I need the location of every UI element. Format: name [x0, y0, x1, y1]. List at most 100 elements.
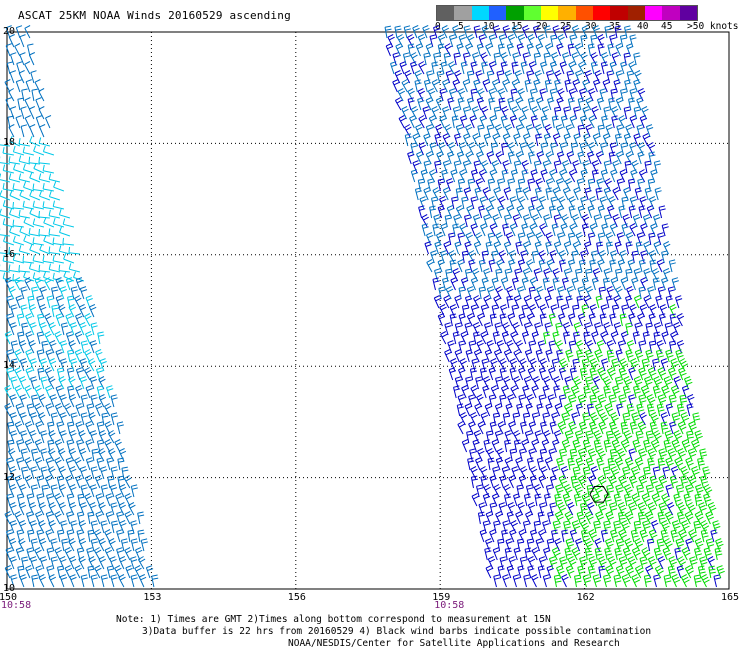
- wind-barb: [521, 439, 529, 453]
- wind-barb: [519, 142, 527, 156]
- wind-barb: [431, 61, 439, 75]
- wind-barb: [482, 385, 490, 399]
- wind-barb: [577, 565, 586, 579]
- wind-barb: [458, 340, 466, 354]
- wind-barb: [559, 448, 568, 462]
- wind-barb: [436, 151, 444, 165]
- wind-barb: [584, 241, 592, 255]
- wind-barb: [428, 115, 437, 129]
- wind-barb: [44, 475, 53, 489]
- wind-barb: [548, 556, 558, 570]
- wind-barb: [442, 79, 450, 93]
- wind-barb: [615, 286, 623, 300]
- wind-barb: [610, 250, 618, 264]
- wind-barb: [485, 43, 493, 57]
- wind-barb: [473, 160, 481, 174]
- wind-barb: [507, 97, 515, 111]
- wind-barb: [499, 475, 507, 489]
- wind-barb: [638, 394, 647, 408]
- wind-barb: [540, 466, 548, 480]
- wind-barb: [423, 187, 431, 201]
- wind-barb: [570, 385, 580, 399]
- wind-barb: [639, 115, 648, 129]
- wind-barb: [20, 106, 27, 120]
- wind-barb: [17, 331, 25, 345]
- wind-barb: [480, 223, 488, 237]
- wind-barb: [414, 79, 422, 93]
- wind-barb: [655, 484, 664, 498]
- wind-barb: [535, 178, 543, 192]
- wind-barb: [465, 376, 473, 390]
- wind-barb: [491, 439, 500, 453]
- wind-barb: [423, 160, 431, 174]
- wind-barb: [647, 502, 657, 516]
- wind-barb: [513, 547, 521, 561]
- wind-barb: [597, 367, 607, 381]
- wind-barb: [581, 214, 590, 228]
- legend-swatch-0: [437, 6, 455, 20]
- wind-barb: [512, 430, 521, 444]
- wind-barb: [30, 538, 38, 552]
- wind-barb: [692, 412, 701, 426]
- wind-barb: [493, 52, 501, 66]
- wind-barb: [600, 304, 608, 318]
- wind-barb: [99, 466, 108, 480]
- wind-barb: [428, 169, 437, 183]
- wind-barb: [96, 457, 104, 471]
- wind-barb: [485, 205, 494, 219]
- wind-barb: [48, 322, 56, 336]
- lon-label: 162: [576, 592, 595, 603]
- wind-barb: [455, 187, 463, 201]
- wind-barb: [563, 331, 571, 345]
- wind-barb: [634, 565, 644, 579]
- wind-barb: [570, 142, 578, 156]
- wind-barb: [567, 97, 576, 111]
- wind-barb: [539, 358, 547, 372]
- wind-barb: [665, 484, 673, 498]
- wind-barb: [24, 385, 32, 399]
- legend-swatch-12: [644, 6, 663, 20]
- wind-barb: [404, 133, 412, 147]
- wind-barb: [509, 115, 518, 129]
- wind-barb: [105, 493, 113, 507]
- wind-barb: [582, 79, 590, 93]
- wind-barb: [498, 97, 506, 111]
- wind-barb: [637, 313, 645, 327]
- wind-barb: [59, 340, 68, 354]
- wind-barb: [556, 565, 565, 579]
- wind-barb: [461, 196, 469, 210]
- wind-barb: [665, 295, 673, 309]
- wind-barb: [457, 88, 466, 102]
- wind-barb: [6, 349, 14, 363]
- wind-barb: [636, 403, 645, 417]
- wind-barb: [515, 97, 523, 111]
- wind-barb: [586, 403, 595, 417]
- wind-barb: [58, 304, 66, 318]
- wind-barb: [63, 270, 75, 282]
- wind-barb: [648, 529, 658, 543]
- wind-barb: [86, 403, 94, 417]
- wind-barb: [4, 331, 13, 345]
- wind-barb: [414, 70, 422, 84]
- wind-barb: [74, 331, 83, 345]
- wind-barb: [685, 538, 693, 552]
- wind-barb: [468, 250, 476, 264]
- wind-barb: [106, 565, 115, 579]
- wind-barb: [636, 484, 645, 498]
- wind-barb: [37, 313, 45, 327]
- wind-barb: [649, 259, 657, 273]
- wind-barb: [625, 124, 633, 138]
- wind-barb: [609, 223, 618, 237]
- wind-barb: [63, 403, 72, 417]
- wind-barb: [638, 259, 647, 273]
- wind-barb: [558, 250, 567, 264]
- wind-barb: [429, 142, 437, 156]
- wind-barb: [531, 331, 539, 345]
- wind-barb: [666, 502, 675, 516]
- wind-barb: [531, 214, 540, 228]
- wind-barb: [623, 52, 631, 66]
- wind-barb: [647, 286, 655, 300]
- legend-swatch-5: [523, 6, 541, 20]
- wind-barb: [533, 295, 542, 309]
- wind-barb: [95, 349, 103, 363]
